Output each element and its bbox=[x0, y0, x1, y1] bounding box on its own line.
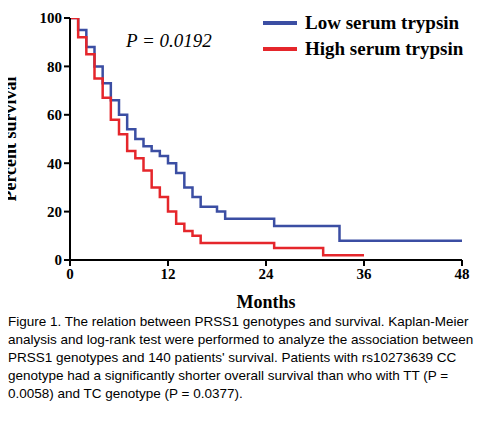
svg-text:12: 12 bbox=[161, 266, 176, 282]
svg-text:Months: Months bbox=[236, 292, 295, 308]
svg-text:24: 24 bbox=[259, 266, 275, 282]
svg-text:60: 60 bbox=[47, 107, 62, 123]
svg-text:Percent survival: Percent survival bbox=[8, 76, 20, 201]
svg-text:36: 36 bbox=[357, 266, 373, 282]
html-text:Figure 1. The relation between: Figure 1. The relation between PRSS1 gen… bbox=[8, 314, 474, 401]
svg-text:40: 40 bbox=[47, 156, 62, 172]
svg-text:80: 80 bbox=[47, 59, 62, 75]
html-text:Low serum trypsin: Low serum trypsin bbox=[305, 12, 460, 33]
svg-text:48: 48 bbox=[455, 266, 470, 282]
svg-text:100: 100 bbox=[40, 10, 63, 26]
svg-text:0: 0 bbox=[55, 252, 63, 268]
html-text:High serum trypsin: High serum trypsin bbox=[305, 38, 464, 59]
svg-text:0: 0 bbox=[66, 266, 74, 282]
html-text:P = 0.0192: P = 0.0192 bbox=[126, 30, 212, 51]
svg-text:20: 20 bbox=[47, 204, 62, 220]
